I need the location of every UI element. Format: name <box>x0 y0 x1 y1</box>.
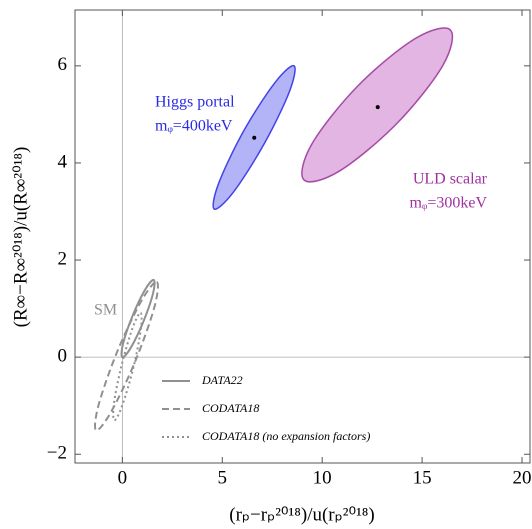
y-axis-label: (R∞−R∞²⁰¹⁸)/u(R∞²⁰¹⁸) <box>10 147 31 328</box>
x-tick-label: 0 <box>118 467 128 488</box>
x-tick-label: 20 <box>513 467 532 488</box>
annotation: SM <box>94 302 117 319</box>
x-tick-label: 10 <box>313 467 332 488</box>
confidence-region <box>120 278 156 359</box>
x-tick-label: 5 <box>218 467 228 488</box>
y-tick-label: 2 <box>58 248 68 269</box>
annotation: mᵩ=300keV <box>410 195 488 212</box>
legend-label: CODATA18 <box>202 401 259 415</box>
annotation: ULD scalar <box>413 171 488 188</box>
y-tick-label: −2 <box>47 443 67 464</box>
legend-label: DATA22 <box>201 373 243 387</box>
best-fit-point <box>375 105 380 110</box>
plot-frame <box>74 9 531 464</box>
y-tick-label: 0 <box>58 346 68 367</box>
confidence-region <box>301 27 454 183</box>
confidence-region <box>112 311 143 422</box>
annotation: mᵩ=400keV <box>155 118 233 135</box>
best-fit-point <box>252 135 257 140</box>
y-tick-label: 4 <box>58 151 68 172</box>
legend-label: CODATA18 (no expansion factors) <box>202 429 370 443</box>
annotation: Higgs portal <box>155 94 235 111</box>
x-axis-label: (rₚ−rₚ²⁰¹⁸)/u(rₚ²⁰¹⁸) <box>229 504 374 525</box>
y-tick-label: 6 <box>58 54 68 75</box>
x-tick-label: 15 <box>413 467 432 488</box>
confidence-region <box>93 280 159 432</box>
